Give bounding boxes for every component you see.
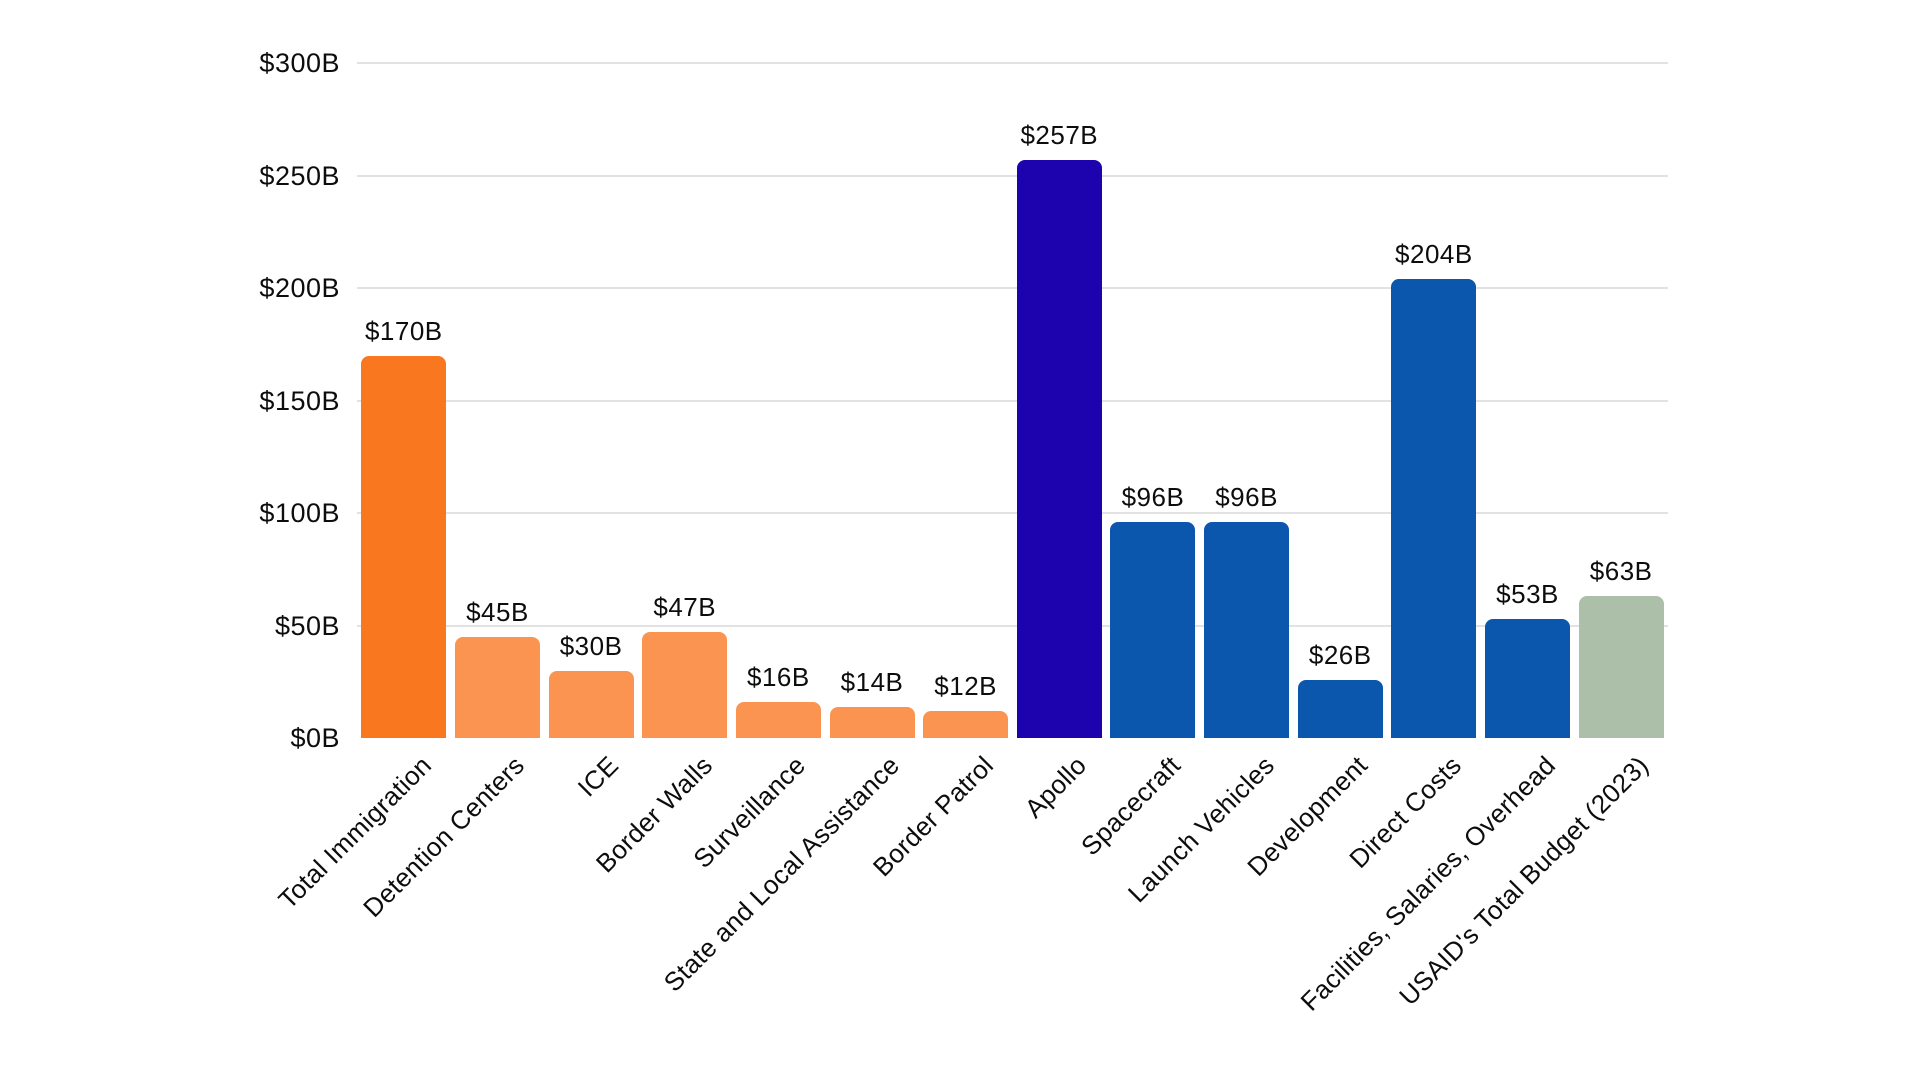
y-axis-tick-label: $250B bbox=[259, 160, 340, 191]
bar bbox=[829, 706, 915, 738]
bar-value-label: $63B bbox=[1589, 556, 1653, 587]
y-axis-tick-label: $300B bbox=[259, 48, 340, 78]
x-axis-category-label: Total Immigration bbox=[272, 750, 438, 915]
gridline bbox=[357, 624, 1668, 627]
y-axis-tick-label: $100B bbox=[259, 498, 340, 528]
bar bbox=[1297, 679, 1383, 738]
bar bbox=[361, 355, 447, 738]
bar-value-label: $14B bbox=[840, 666, 904, 697]
gridline bbox=[357, 174, 1668, 177]
bar bbox=[1578, 596, 1664, 738]
bar bbox=[454, 636, 540, 738]
y-axis-tick-label: $200B bbox=[259, 273, 340, 303]
gridline bbox=[357, 62, 1668, 64]
bar-value-label: $16B bbox=[747, 662, 810, 692]
bar bbox=[1110, 522, 1196, 738]
bar bbox=[735, 702, 821, 738]
bar bbox=[1391, 279, 1477, 738]
gridline bbox=[357, 399, 1668, 402]
bar bbox=[923, 711, 1009, 738]
gridline bbox=[357, 512, 1668, 514]
bar-value-label: $96B bbox=[1121, 482, 1185, 512]
bar bbox=[642, 632, 728, 738]
y-axis-tick-label: $150B bbox=[259, 385, 340, 416]
bar-value-label: $47B bbox=[653, 592, 717, 623]
bar-value-label: $30B bbox=[559, 630, 623, 661]
bar bbox=[1016, 159, 1102, 738]
bar-value-label: $170B bbox=[364, 315, 443, 346]
y-axis-tick-label: $0B bbox=[290, 723, 340, 753]
bar-value-label: $204B bbox=[1395, 239, 1473, 269]
x-axis-category-label: Apollo bbox=[1018, 750, 1093, 824]
bar-value-label: $53B bbox=[1496, 578, 1559, 609]
y-axis-tick-label: $50B bbox=[274, 610, 340, 641]
bar bbox=[548, 670, 634, 738]
bar bbox=[1204, 522, 1290, 738]
bar bbox=[1485, 618, 1571, 738]
gridline bbox=[357, 287, 1668, 289]
bar-value-label: $257B bbox=[1020, 119, 1099, 150]
bar-value-label: $12B bbox=[934, 671, 998, 701]
bar-value-label: $26B bbox=[1308, 639, 1372, 670]
bar-value-label: $96B bbox=[1215, 482, 1278, 512]
x-axis-category-label: ICE bbox=[571, 750, 625, 803]
bar-value-label: $45B bbox=[466, 596, 529, 627]
x-axis-category-label: Detention Centers bbox=[357, 750, 531, 924]
